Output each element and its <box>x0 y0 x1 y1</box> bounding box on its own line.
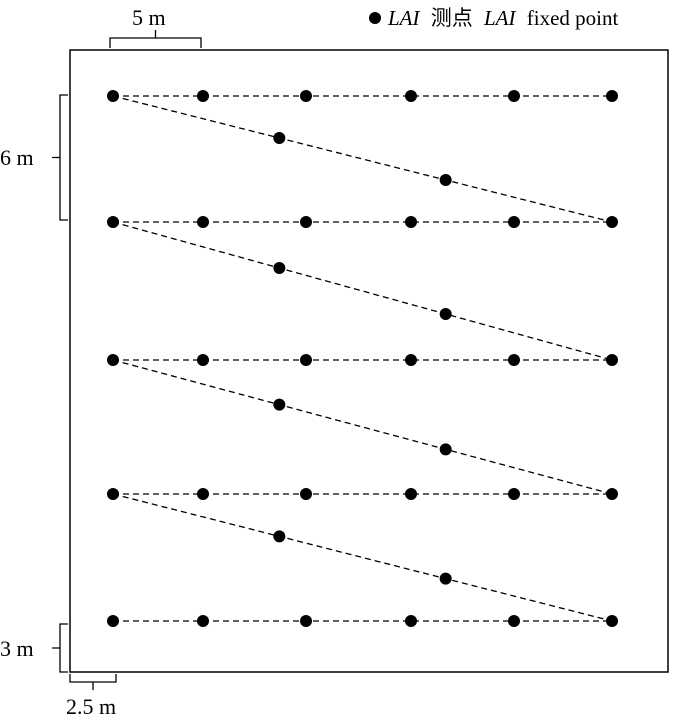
diagonal-path-line <box>112 493 613 622</box>
lai-point <box>273 530 286 543</box>
diagonal-path-line <box>112 221 613 361</box>
lai-point <box>405 354 417 366</box>
plot-boundary <box>69 49 669 673</box>
legend: LAI 测点 LAI fixed point <box>369 6 618 30</box>
left-dimension-label: 6 m <box>0 145 34 170</box>
lai-point <box>439 308 452 320</box>
bottom-horizontal-dimension-label: 2.5 m <box>66 694 116 719</box>
legend-term-lai-1: LAI <box>387 6 421 30</box>
lai-point <box>107 354 119 366</box>
bottom-vertical-dimension-label: 3 m <box>0 636 34 661</box>
lai-point <box>606 90 618 102</box>
lai-point <box>197 615 209 627</box>
lai-point <box>405 488 417 500</box>
lai-point <box>197 488 209 500</box>
legend-term-lai-2: LAI <box>483 6 517 30</box>
lai-point <box>508 216 520 228</box>
lai-point <box>508 615 520 627</box>
diagonal-path-line <box>112 359 613 495</box>
legend-term-chinese: 测点 <box>431 6 473 30</box>
top-dimension-label: 5 m <box>132 5 166 30</box>
lai-point <box>273 132 286 144</box>
bottom-horizontal-dimension-bracket: 2.5 m <box>66 674 117 719</box>
lai-point <box>197 354 209 366</box>
lai-point <box>300 90 312 102</box>
legend-term-english: fixed point <box>527 6 619 30</box>
lai-point <box>107 90 119 102</box>
sampling-points <box>107 90 618 627</box>
diagonal-path-line <box>112 95 613 223</box>
lai-point <box>300 354 312 366</box>
lai-point <box>508 90 520 102</box>
lai-point <box>197 216 209 228</box>
lai-point <box>606 615 618 627</box>
lai-point <box>439 174 452 186</box>
bottom-vertical-dimension-bracket: 3 m <box>0 623 68 673</box>
lai-point <box>508 488 520 500</box>
legend-marker-icon <box>369 12 381 24</box>
lai-point <box>405 216 417 228</box>
lai-point <box>606 354 618 366</box>
left-dimension-bracket: 6 m <box>0 94 68 221</box>
lai-point <box>439 443 452 456</box>
lai-point <box>107 615 119 627</box>
lai-point <box>508 354 520 366</box>
lai-point <box>606 216 618 228</box>
lai-point <box>439 572 452 585</box>
lai-point <box>405 615 417 627</box>
lai-point <box>273 398 286 411</box>
svg-text:LAI 测点 LAI f: LAI 测点 LAI fixed point <box>387 6 618 30</box>
lai-point <box>273 262 286 274</box>
lai-point <box>197 90 209 102</box>
lai-point <box>405 90 417 102</box>
lai-point <box>107 216 119 228</box>
lai-point <box>107 488 119 500</box>
top-dimension-bracket: 5 m <box>109 5 202 48</box>
lai-point <box>300 615 312 627</box>
lai-point <box>300 216 312 228</box>
lai-point <box>606 488 618 500</box>
lai-point <box>300 488 312 500</box>
sampling-path-lines <box>112 95 613 622</box>
